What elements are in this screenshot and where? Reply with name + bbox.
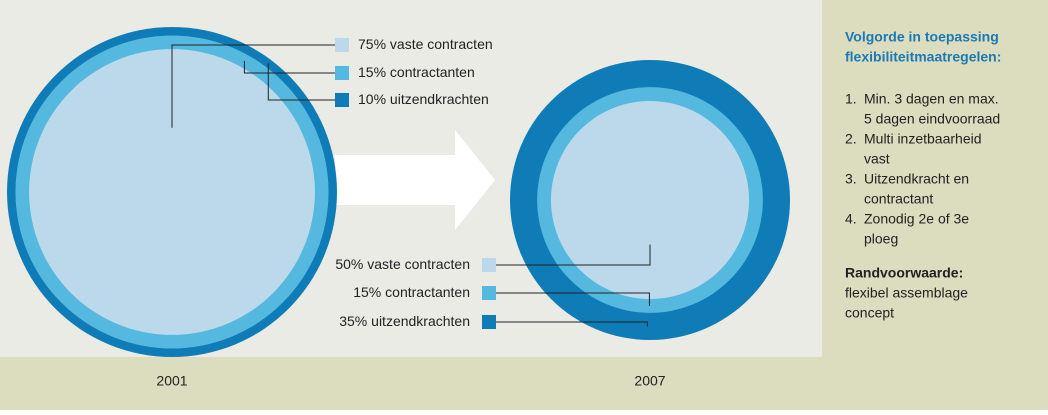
chart-title: 2001 [156,373,187,389]
ring [551,101,749,299]
ring [29,49,315,335]
legend-value: 15% [358,64,386,80]
leader-line [267,63,335,101]
legend-value: 10% [358,91,386,107]
leader-line [171,44,335,128]
item-number: 3. [845,171,857,187]
legend-category: uitzendkrachten [390,91,489,107]
legend-value: 15% [353,284,381,300]
item-text: Min. 3 dagen en max. [864,91,999,107]
legend-category: vaste contracten [367,256,470,272]
item-text: Zonodig 2e of 3e [864,211,969,227]
note-text: flexibel assemblage [845,285,968,301]
legend-label: 75% vaste contracten [358,36,493,52]
legend-category: uitzendkrachten [371,313,470,329]
legend-value: 75% [358,36,386,52]
leader-line [243,60,335,74]
item-text: Multi inzetbaarheid [864,131,982,147]
leader-line [496,244,651,266]
legend-label: 35% uitzendkrachten [339,313,470,329]
item-text: vast [864,151,890,167]
sidebar-title: flexibiliteitmaatregelen: [845,49,1001,65]
item-number: 4. [845,211,857,227]
legend-category: contractanten [390,64,475,80]
legend-swatch [335,66,349,80]
legend-category: vaste contracten [390,36,493,52]
legend-label: 15% contractanten [353,284,470,300]
legend-swatch [482,258,496,272]
item-number: 2. [845,131,857,147]
legend-category: contractanten [385,284,470,300]
arrow [335,130,495,230]
legend-swatch [482,286,496,300]
legend-swatch [335,38,349,52]
sidebar-title: Volgorde in toepassing [845,29,999,45]
leader-line [496,321,648,327]
legend-value: 50% [335,256,363,272]
note-title: Randvoorwaarde: [845,265,963,281]
item-number: 1. [845,91,857,107]
legend-label: 15% contractanten [358,64,475,80]
item-text: Uitzendkracht en [864,171,969,187]
legend-label: 10% uitzendkrachten [358,91,489,107]
leader-line [496,292,650,306]
item-text: 5 dagen eindvoorraad [864,111,1000,127]
item-text: ploeg [864,231,898,247]
legend-swatch [335,93,349,107]
note-text: concept [845,305,894,321]
item-text: contractant [864,191,933,207]
legend-value: 35% [339,313,367,329]
legend-swatch [482,315,496,329]
legend-label: 50% vaste contracten [335,256,470,272]
chart-title: 2007 [634,373,665,389]
